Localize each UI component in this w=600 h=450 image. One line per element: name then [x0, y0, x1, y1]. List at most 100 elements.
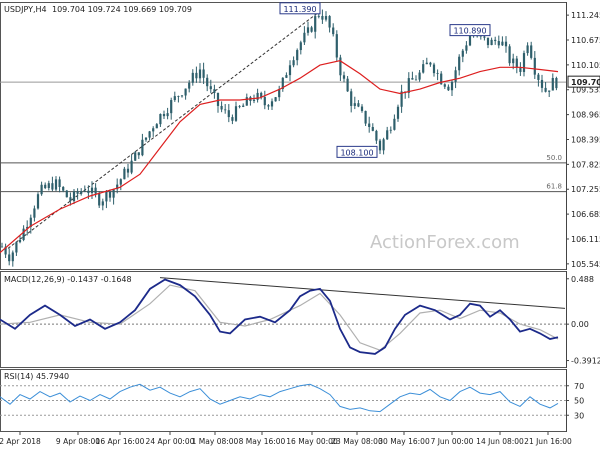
candle-body — [465, 45, 468, 51]
x-tick-label: 23 May 08:00 — [331, 437, 383, 446]
candle-body — [141, 139, 144, 156]
candle-body — [468, 35, 472, 46]
candle-body — [310, 27, 313, 32]
price-annotation-box — [449, 24, 491, 37]
candle-body — [407, 78, 410, 93]
price-annotation-box — [279, 2, 321, 15]
candle-body — [184, 88, 187, 96]
candle-body — [461, 50, 464, 57]
candle-body — [296, 50, 299, 61]
x-tick-label: 21 Jun 16:00 — [524, 437, 572, 446]
x-tick-label: 30 May 16:00 — [378, 437, 430, 446]
candle-body — [76, 191, 79, 194]
price-tick-label: 108.395 — [571, 135, 600, 144]
candle-body — [252, 99, 256, 102]
candle-body — [375, 130, 378, 141]
price-tick-label: 105.545 — [571, 260, 600, 269]
candle-body — [490, 39, 493, 46]
rsi-tick-label: 50 — [574, 397, 584, 406]
candle-body — [508, 46, 511, 64]
candle-body — [108, 191, 112, 198]
candle-body — [90, 187, 94, 194]
price-tick-label: 106.115 — [571, 235, 600, 244]
candle-body — [119, 179, 122, 185]
candle-body — [137, 152, 140, 156]
x-tick-label: 9 Apr 08:00 — [56, 437, 100, 446]
candle-body — [15, 242, 18, 253]
candle-body — [195, 72, 198, 79]
candle-body — [292, 60, 295, 66]
price-tick-label: 110.105 — [571, 61, 600, 70]
candle-body — [357, 103, 360, 107]
x-tick-label: 16 Apr 16:00 — [96, 437, 145, 446]
candle-body — [209, 86, 212, 90]
candle-body — [429, 62, 432, 65]
candle-body — [126, 168, 130, 173]
candle-body — [98, 193, 101, 206]
candle-body — [339, 57, 342, 76]
candle-body — [152, 128, 155, 132]
candle-body — [332, 27, 335, 35]
candle-body — [26, 226, 29, 229]
candle-body — [62, 187, 65, 191]
candle-body — [306, 27, 310, 33]
candle-body — [378, 140, 382, 151]
candle-body — [353, 103, 356, 106]
candle-body — [29, 217, 32, 227]
watermark-text: ActionForex.com — [370, 232, 520, 253]
candle-body — [231, 117, 234, 121]
candle-body — [389, 129, 392, 131]
macd-panel-frame — [0, 271, 567, 368]
candle-body — [33, 208, 36, 218]
candle-body — [504, 41, 508, 47]
x-tick-label: 8 May 16:00 — [239, 437, 286, 446]
candle-body — [234, 106, 238, 121]
candle-body — [317, 15, 320, 17]
candle-body — [173, 96, 176, 101]
candle-body — [537, 74, 540, 80]
candle-body — [512, 58, 515, 64]
candle-body — [36, 194, 40, 209]
candle-body — [447, 86, 450, 91]
last-price-label: 109.709 — [571, 78, 600, 87]
candle-body — [454, 70, 457, 82]
candle-body — [87, 190, 90, 194]
price-trendline — [7, 12, 319, 249]
candle-body — [544, 87, 547, 92]
candle-body — [519, 67, 522, 72]
candle-body — [188, 82, 191, 89]
candle-body — [130, 160, 133, 173]
candle-body — [346, 78, 349, 92]
x-tick-label: 1 May 08:00 — [192, 437, 239, 446]
candle-body — [299, 42, 302, 51]
candle-body — [303, 32, 306, 43]
candle-body — [94, 187, 97, 194]
macd-line — [0, 278, 559, 355]
candle-body — [393, 118, 396, 130]
macd-tick-label: -0.3912 — [571, 357, 600, 366]
candle-body — [44, 184, 47, 189]
rsi-line — [0, 383, 559, 413]
candle-body — [101, 201, 104, 206]
macd-tick-label: 0.00 — [571, 320, 589, 329]
candle-body — [285, 75, 288, 78]
candle-body — [551, 77, 554, 91]
x-tick-label: 16 May 00:00 — [286, 437, 338, 446]
candle-body — [238, 106, 241, 108]
candle-body — [177, 96, 180, 97]
candle-body — [328, 16, 331, 28]
price-panel-ohlc: 109.704 109.724 109.669 109.709 — [52, 5, 192, 14]
x-tick-label: 2 Apr 2018 — [0, 437, 41, 446]
x-tick-label: 14 Jun 08:00 — [476, 437, 524, 446]
candle-body — [288, 65, 292, 76]
candle-body — [213, 89, 216, 93]
price-tick-label: 111.245 — [571, 11, 600, 20]
candle-body — [198, 69, 202, 79]
price-panel-title: USDJPY,H4 — [4, 5, 47, 14]
candle-body — [540, 79, 544, 88]
candle-body — [418, 72, 421, 80]
candle-body — [206, 77, 209, 87]
candle-body — [494, 39, 497, 42]
candle-body — [224, 109, 227, 111]
